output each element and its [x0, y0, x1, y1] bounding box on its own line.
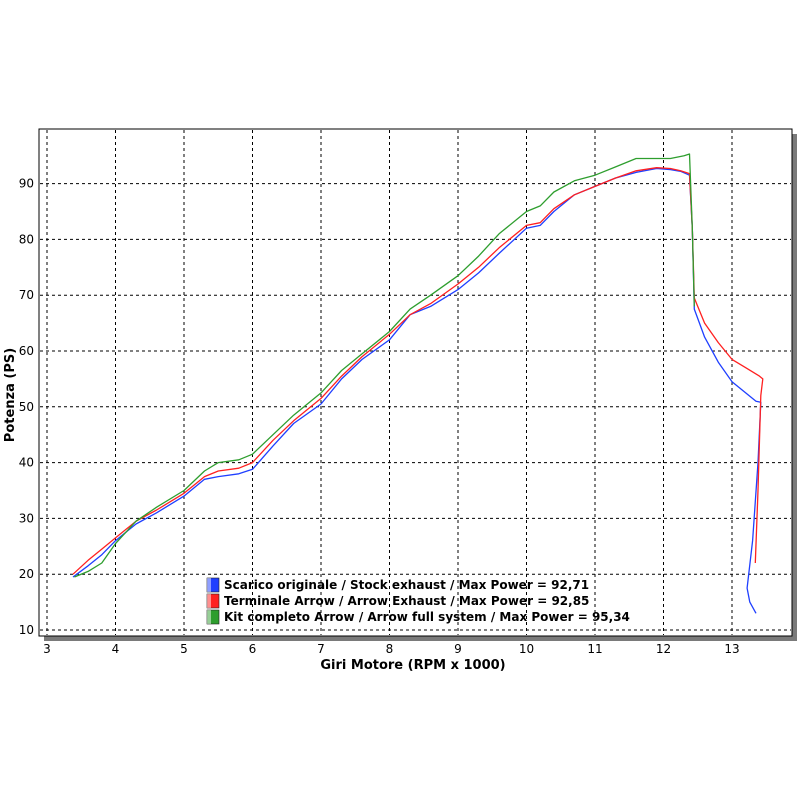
y-tick-label: 30 [19, 511, 34, 525]
y-tick-labels: 10 20 30 40 50 60 70 80 90 [19, 177, 34, 637]
x-tick-label: 10 [519, 642, 534, 656]
y-tick-label: 40 [19, 456, 34, 470]
x-tick-label: 11 [587, 642, 602, 656]
x-tick-label: 9 [454, 642, 462, 656]
y-tick-label: 70 [19, 288, 34, 302]
legend-label-1: Scarico originale / Stock exhaust / Max … [224, 578, 589, 592]
x-tick-label: 12 [656, 642, 671, 656]
x-tick-label: 7 [317, 642, 325, 656]
legend-swatch-highlight [207, 610, 211, 624]
legend-label-2: Terminale Arrow / Arrow Exhaust / Max Po… [224, 594, 589, 608]
x-tick-label: 5 [180, 642, 188, 656]
x-axis-title: Giri Motore (RPM x 1000) [320, 658, 505, 673]
legend-label-3: Kit completo Arrow / Arrow full system /… [224, 610, 630, 624]
plot-frame [38, 128, 793, 637]
series-line-2 [72, 167, 764, 575]
series-line-1 [72, 167, 762, 614]
series-line-3 [74, 153, 695, 578]
x-tick-label: 8 [386, 642, 394, 656]
y-tick-label: 50 [19, 400, 34, 414]
y-tick-label: 60 [19, 344, 34, 358]
x-tick-label: 13 [724, 642, 739, 656]
y-tick-label: 80 [19, 232, 34, 246]
legend: Scarico originale / Stock exhaust / Max … [206, 577, 630, 625]
x-tick-label: 3 [43, 642, 51, 656]
x-tick-label: 4 [112, 642, 120, 656]
y-tick-label: 10 [19, 623, 34, 637]
x-tick-labels: 3 4 5 6 7 8 9 10 11 12 13 [43, 642, 739, 656]
y-tick-label: 90 [19, 177, 34, 191]
y-axis-title: Potenza (PS) [3, 348, 18, 442]
x-tick-label: 6 [249, 642, 257, 656]
legend-swatch-highlight [207, 578, 211, 592]
series-lines [72, 153, 764, 614]
y-tick-label: 20 [19, 567, 34, 581]
legend-swatch-highlight [207, 594, 211, 608]
